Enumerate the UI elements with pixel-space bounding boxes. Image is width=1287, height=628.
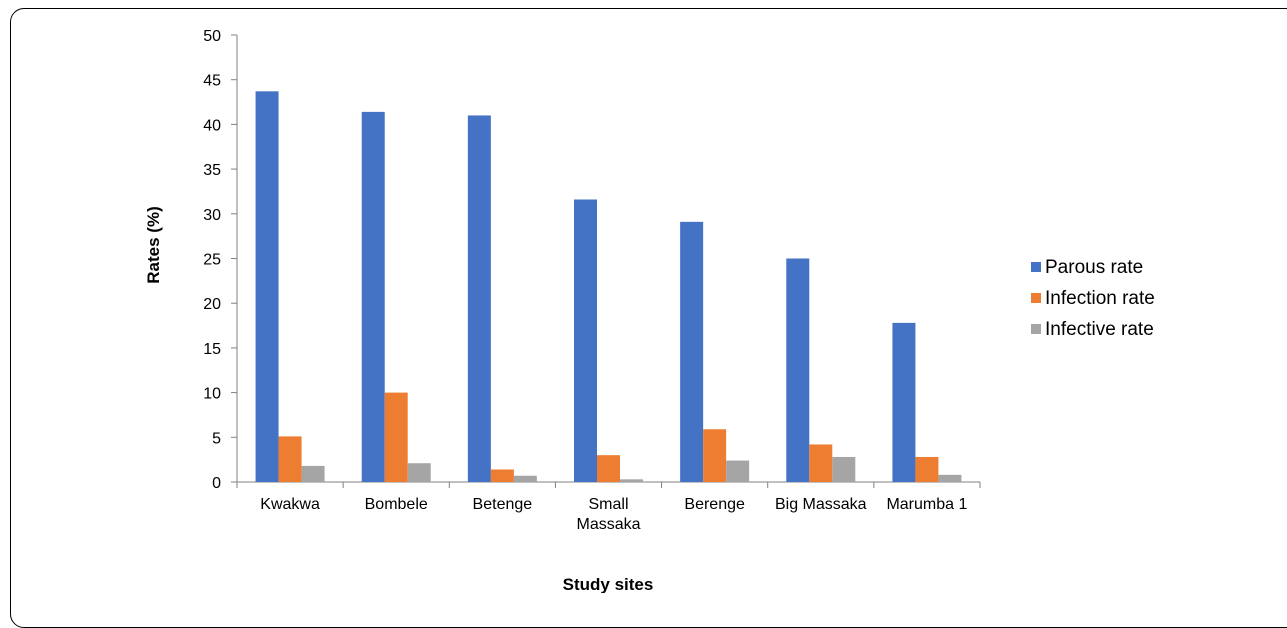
y-tick-label: 30 [203,207,221,224]
bar-parous-rate [892,322,916,482]
y-axis-title: Rates (%) [144,206,163,283]
x-tick-label: Kwakwa [260,496,320,513]
bar-infective-rate [938,474,962,482]
bar-infective-rate [407,463,431,482]
bar-infective-rate [726,460,750,482]
bar-infective-rate [513,475,537,482]
x-tick-label: Bombele [365,496,428,513]
bar-parous-rate [680,221,704,482]
bar-parous-rate [255,91,279,483]
legend: Parous rate Infection rate Infective rate [1031,257,1155,340]
bar-infection-rate [278,436,302,482]
x-axis-title: Study sites [563,575,654,593]
y-tick-label: 5 [212,430,221,447]
bar-infection-rate [597,455,620,482]
x-tick-label: Betenge [473,496,533,513]
y-tick-label: 15 [203,341,221,358]
bar-parous-rate [467,115,491,483]
bar-infection-rate [490,469,514,482]
x-tick-label: Small [588,496,628,513]
y-tick-label: 45 [203,73,221,90]
bar-chart: 0 5 10 15 20 25 30 35 40 45 50 Kwakwa Bombele Beteng… [144,28,1155,593]
bar-infection-rate [809,444,833,482]
legend-label: Parous rate [1045,257,1143,278]
bar-parous-rate [786,258,810,482]
legend-swatch [1031,293,1041,303]
x-axis: Kwakwa Bombele Betenge Small Massaka Berenge B… [236,481,981,533]
legend-label: Infection rate [1045,288,1155,309]
bar-infection-rate [703,429,727,482]
legend-swatch [1031,262,1041,272]
bars [255,91,962,483]
x-tick-label: Berenge [684,496,745,513]
y-tick-label: 40 [203,117,221,134]
bar-parous-rate [361,111,385,482]
bar-infective-rate [301,465,325,482]
x-tick-label: Marumba 1 [886,496,967,513]
bar-infective-rate [832,456,856,482]
legend-swatch [1031,324,1041,334]
y-tick-label: 10 [203,386,221,403]
y-axis: 0 5 10 15 20 25 30 35 40 45 50 [203,28,238,492]
bar-infection-rate [384,392,408,482]
x-tick-label: Big Massaka [775,496,867,513]
bar-parous-rate [574,199,597,482]
legend-label: Infective rate [1045,319,1154,340]
y-tick-label: 50 [203,28,221,45]
y-tick-label: 35 [203,162,221,179]
y-tick-label: 20 [203,296,221,313]
y-tick-label: 25 [203,252,221,269]
bar-infective-rate [620,479,643,482]
bar-infection-rate [915,456,939,482]
x-tick-label: Massaka [576,516,640,533]
y-tick-label: 0 [212,475,221,492]
